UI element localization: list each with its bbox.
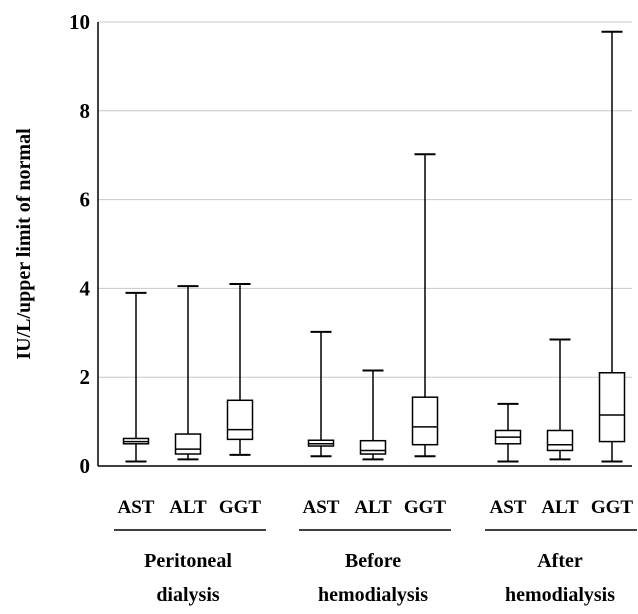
box-iqr (174, 433, 202, 455)
group-label: hemodialysis (505, 584, 615, 606)
labels: 0 2 4 6 8 10 AST ALT GGT Peritoneal dialysis AST ALT… (69, 10, 633, 606)
box-iqr (598, 372, 626, 443)
y-tick-label: 10 (69, 10, 90, 34)
category-label: GGT (404, 497, 447, 518)
y-tick-label: 0 (80, 454, 91, 478)
y-tick-label: 6 (80, 188, 91, 212)
gridlines (98, 21, 632, 378)
category-label: GGT (591, 497, 634, 518)
y-axis-label: IU/L/upper limit of normal (13, 128, 35, 360)
category-label: GGT (219, 497, 262, 518)
group-label: hemodialysis (318, 584, 428, 606)
box-iqr (546, 429, 574, 452)
y-tick-label: 2 (80, 365, 91, 389)
boxes (122, 30, 626, 463)
box-iqr (359, 439, 387, 455)
group-label: Before (345, 550, 401, 572)
category-label: AST (490, 497, 527, 518)
category-label: ALT (169, 497, 207, 518)
box-iqr (411, 396, 439, 446)
category-label: AST (118, 497, 155, 518)
group-label: After (537, 550, 583, 572)
y-tick-label: 4 (80, 276, 91, 300)
group-label: Peritoneal (144, 550, 232, 572)
category-label: ALT (541, 497, 579, 518)
category-label: ALT (354, 497, 392, 518)
y-tick-label: 8 (80, 99, 91, 123)
group-label: dialysis (156, 584, 220, 606)
axes (97, 22, 637, 531)
category-label: AST (303, 497, 340, 518)
box-iqr (226, 399, 254, 441)
